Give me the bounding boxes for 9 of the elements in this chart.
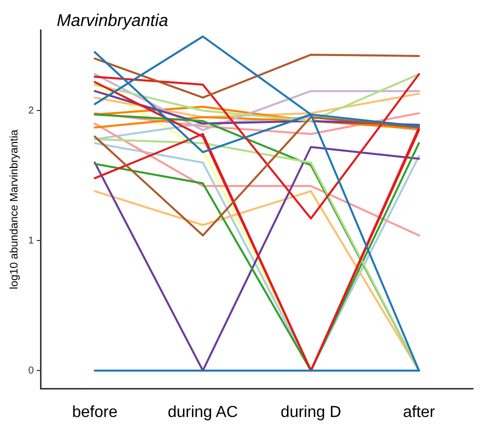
x-tick-label: during D (280, 404, 342, 421)
y-tick-label: 2 (28, 105, 34, 116)
chart-title: Marvinbryantia (56, 11, 168, 30)
y-tick-label: 0 (28, 365, 34, 376)
x-tick-label: during AC (168, 404, 238, 421)
y-axis-title: log10 abundance Marvinbryantia (8, 128, 21, 290)
x-tick-label: before (72, 404, 118, 421)
x-tick-label: after (402, 404, 436, 421)
y-tick-label: 1 (28, 235, 34, 246)
